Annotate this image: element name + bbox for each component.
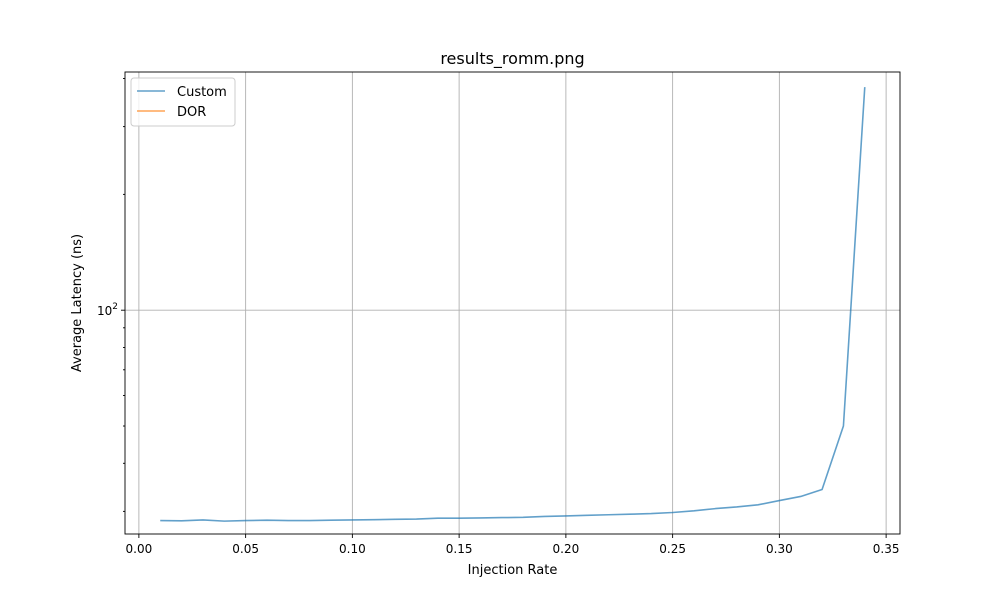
x-tick-label: 0.00 bbox=[126, 542, 153, 556]
legend-label-custom: Custom bbox=[177, 85, 227, 100]
plot-frame bbox=[124, 71, 901, 535]
y-tick-label-base: 10 bbox=[97, 304, 112, 318]
x-tick-label: 0.05 bbox=[232, 542, 259, 556]
chart-title: results_romm.png bbox=[440, 49, 584, 69]
y-axis-label: Average Latency (ns) bbox=[70, 234, 85, 372]
legend: Custom DOR bbox=[130, 77, 236, 127]
x-tick-label: 0.30 bbox=[766, 542, 793, 556]
y-tick-label: 102 bbox=[97, 302, 118, 318]
x-tick-label: 0.10 bbox=[339, 542, 366, 556]
grid bbox=[125, 72, 900, 534]
x-tick-label: 0.25 bbox=[659, 542, 686, 556]
series-line-custom bbox=[160, 87, 866, 522]
x-tick-label: 0.20 bbox=[553, 542, 580, 556]
legend-box bbox=[130, 77, 236, 127]
series-layer bbox=[160, 87, 866, 522]
x-axis-label: Injection Rate bbox=[468, 563, 558, 578]
x-tick-label: 0.35 bbox=[873, 542, 900, 556]
x-tick-label: 0.15 bbox=[446, 542, 473, 556]
ticks: 0.00 0.05 0.10 0.15 0.20 0.25 0.30 0.35 102 bbox=[97, 78, 900, 556]
y-tick-label-exponent: 2 bbox=[112, 302, 118, 312]
legend-label-dor: DOR bbox=[177, 105, 206, 120]
